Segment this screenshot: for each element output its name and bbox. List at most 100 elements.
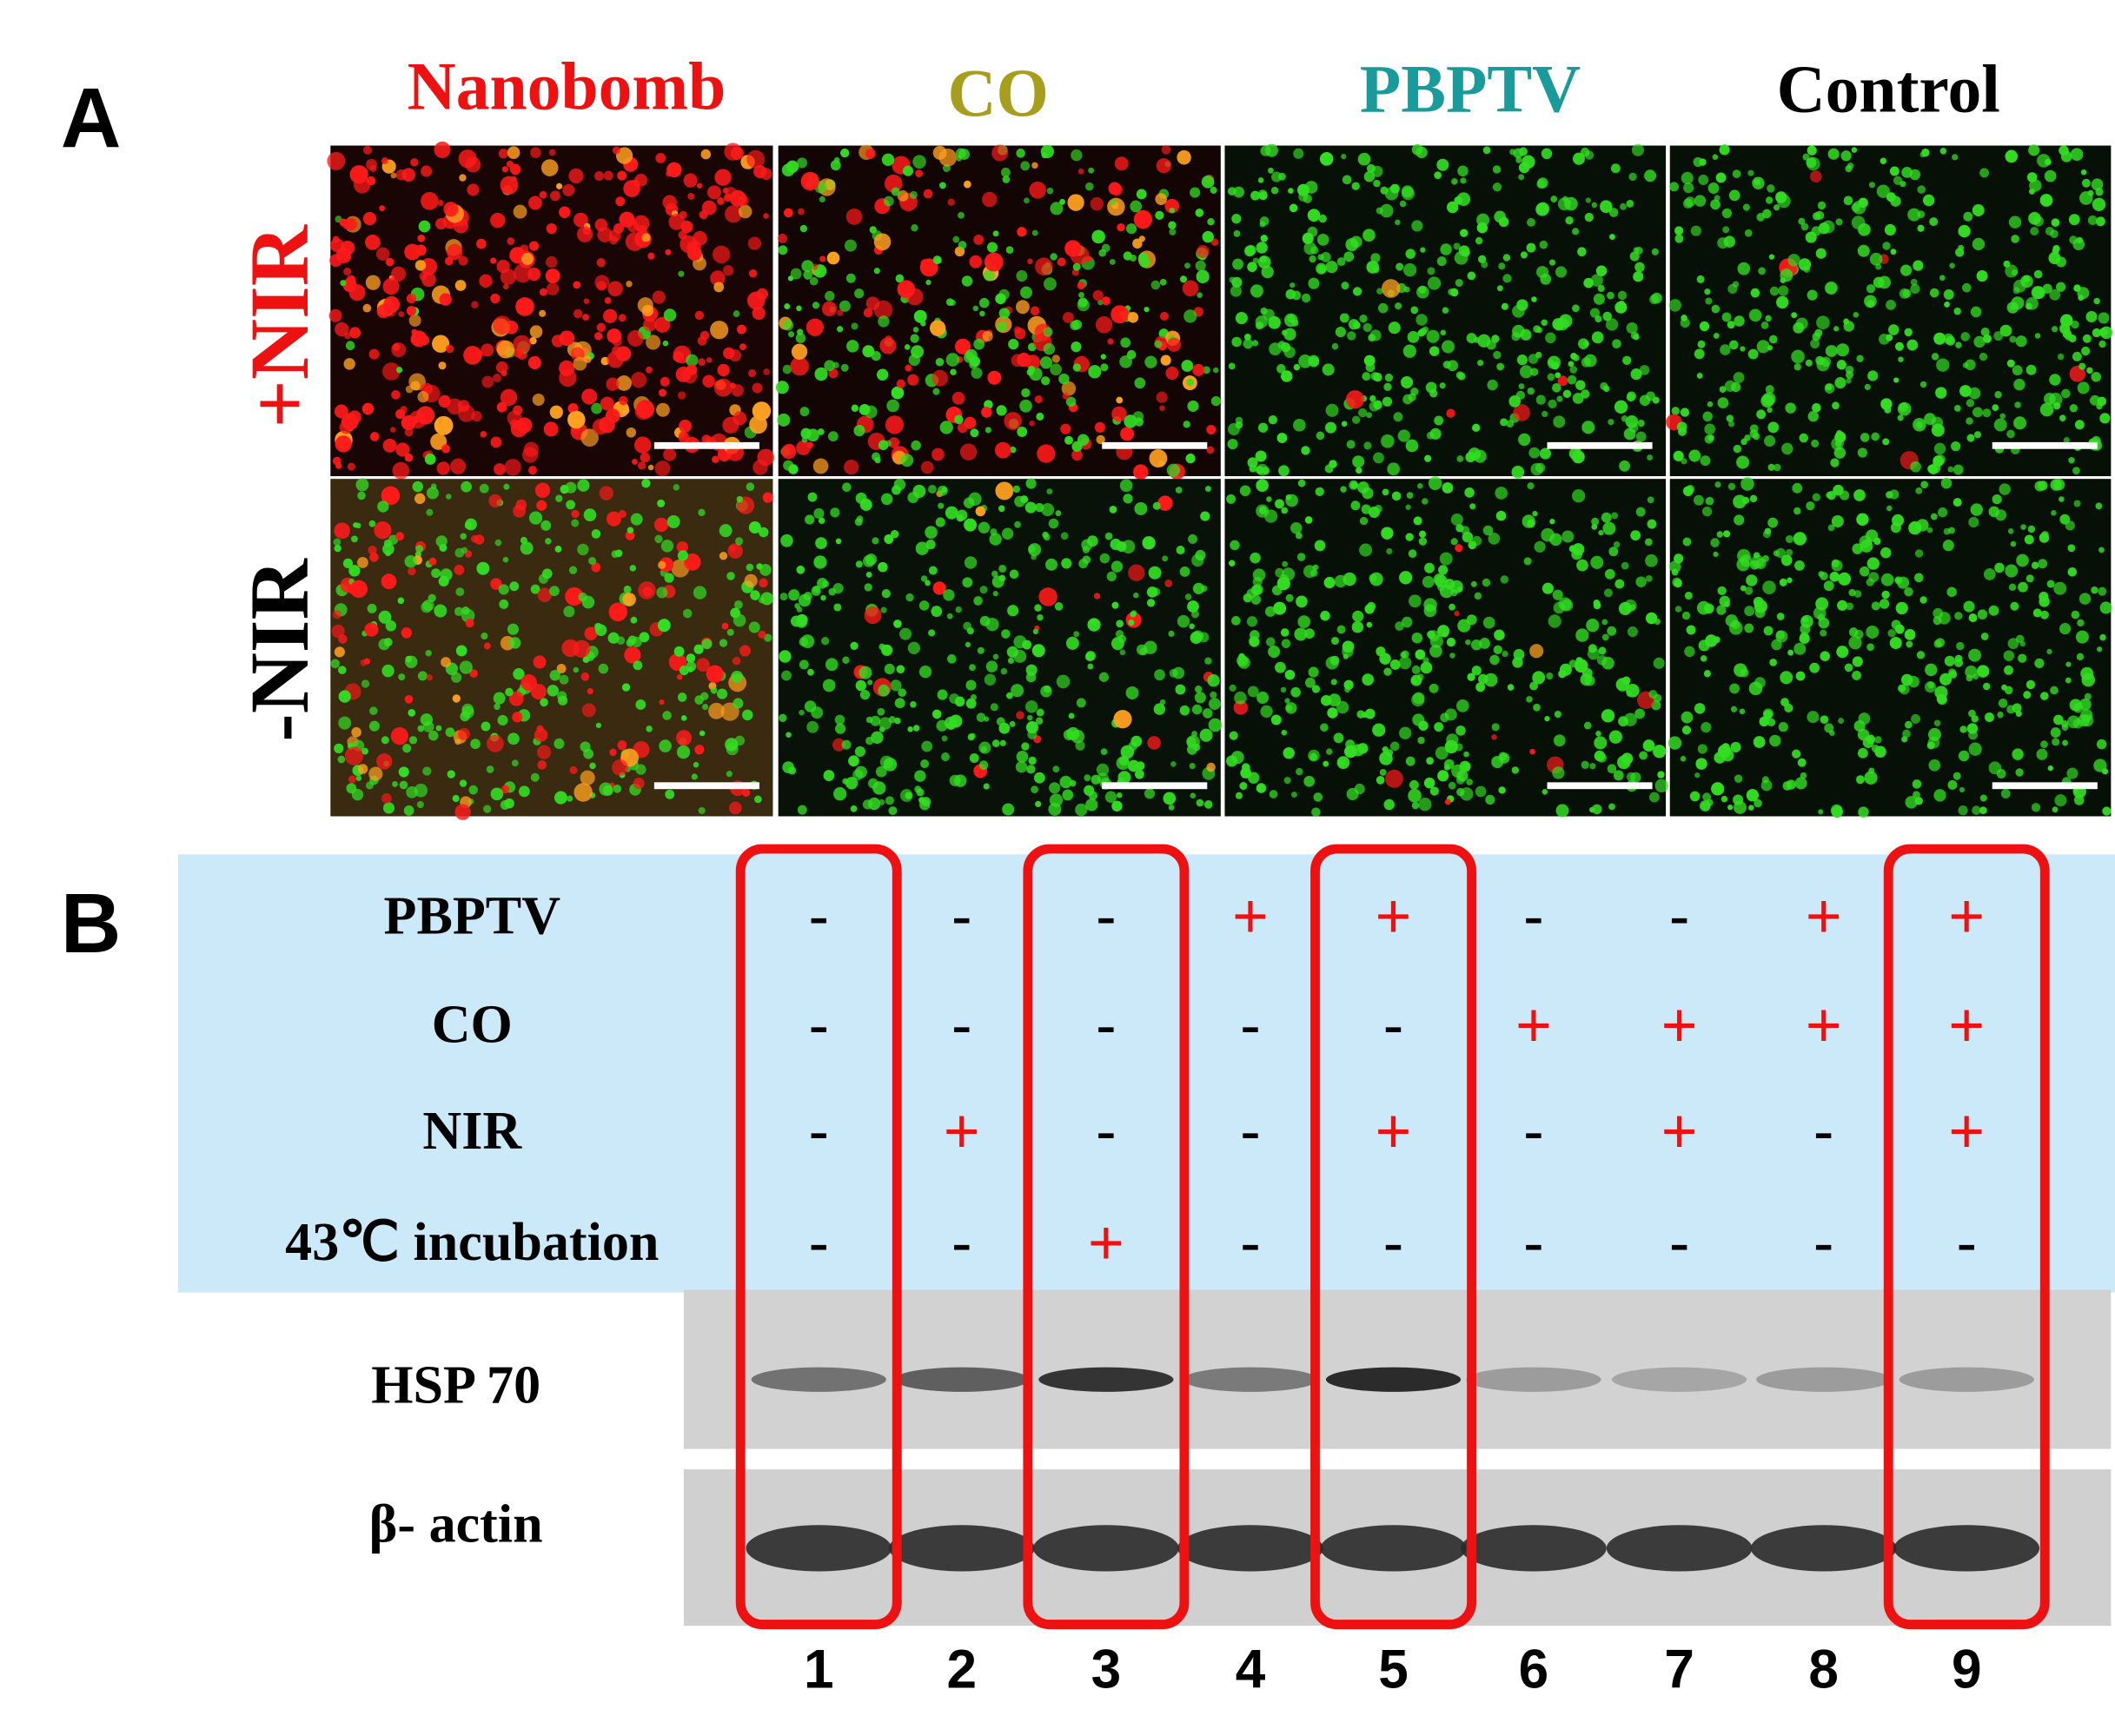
cell [634,436,652,454]
cell [824,360,836,372]
cell [1874,745,1886,759]
cell [454,739,461,745]
cell [2019,640,2025,647]
cell [1099,553,1111,564]
cell [665,789,675,799]
cell [618,510,627,519]
cell [2050,727,2061,738]
cell [2034,333,2041,339]
cell [571,509,580,519]
cell [1395,302,1402,310]
cell [1339,313,1349,323]
cell [998,722,1011,734]
cell [633,778,645,790]
cell [1363,354,1376,367]
cell [2063,436,2070,444]
cell [2007,638,2019,650]
cell [1694,195,1707,207]
cell [1621,415,1628,422]
cell [1442,340,1455,354]
cell [1257,255,1271,269]
cell [1907,675,1919,688]
cell [1397,429,1410,442]
cell [447,770,455,779]
cell [1527,387,1535,395]
cell [1001,629,1011,639]
cell [624,646,641,664]
cell [972,305,979,312]
cell [2014,401,2021,408]
cell [1362,673,1375,686]
cell [932,709,942,719]
cell [556,182,563,189]
cell [1762,708,1774,719]
cell [1150,280,1161,290]
cell [885,796,894,805]
cell [965,348,978,361]
sign: - [1096,1097,1117,1166]
cell [1035,800,1042,808]
cell [641,233,651,242]
cell [673,646,685,657]
cell [434,141,451,158]
cell [1737,262,1751,275]
cell [733,411,747,426]
cell [1446,637,1456,647]
cell [1707,182,1720,194]
cell [1744,623,1754,633]
actin-band [746,1525,892,1572]
cell [501,785,510,794]
cell [659,739,672,752]
cell [2012,287,2020,295]
cell [803,270,812,280]
cell [395,532,405,541]
cell [676,730,693,746]
cell [1159,278,1167,286]
cell [1120,427,1135,441]
cell [979,586,988,594]
cell [2096,739,2107,750]
cell [739,645,752,657]
cell [1415,649,1426,660]
cell [1970,306,1982,318]
cell [1622,355,1632,365]
cell [1716,605,1727,615]
cell [1814,210,1825,221]
cell [790,268,802,280]
cell [1120,337,1131,348]
cell [1013,326,1022,334]
cell [1815,597,1829,611]
cell [1644,169,1657,182]
cell [1341,153,1347,160]
cell [1333,732,1344,744]
cell [726,742,739,756]
cell [713,245,731,263]
cell [2031,561,2039,569]
cell [390,726,409,745]
cell [1944,655,1955,666]
cell [859,690,871,700]
cell [1017,427,1028,437]
cell [617,740,627,751]
cell [1474,592,1482,600]
cell [2081,673,2096,687]
cell [623,585,632,594]
cell [1830,804,1843,817]
cell [1308,277,1320,289]
cell [1681,611,1691,620]
cell [729,189,746,208]
cell [2045,227,2054,236]
cell [559,360,575,376]
cell [1968,516,1979,528]
cell [1426,431,1435,440]
cell [851,322,859,330]
cell [381,792,392,804]
cell [2053,714,2064,726]
condition-label: CO [432,994,513,1054]
cell [1168,221,1177,229]
condition-label: NIR [422,1101,522,1161]
cell [1940,477,1953,489]
cell [1362,229,1376,242]
cell [1513,148,1524,159]
cell [1204,486,1211,493]
